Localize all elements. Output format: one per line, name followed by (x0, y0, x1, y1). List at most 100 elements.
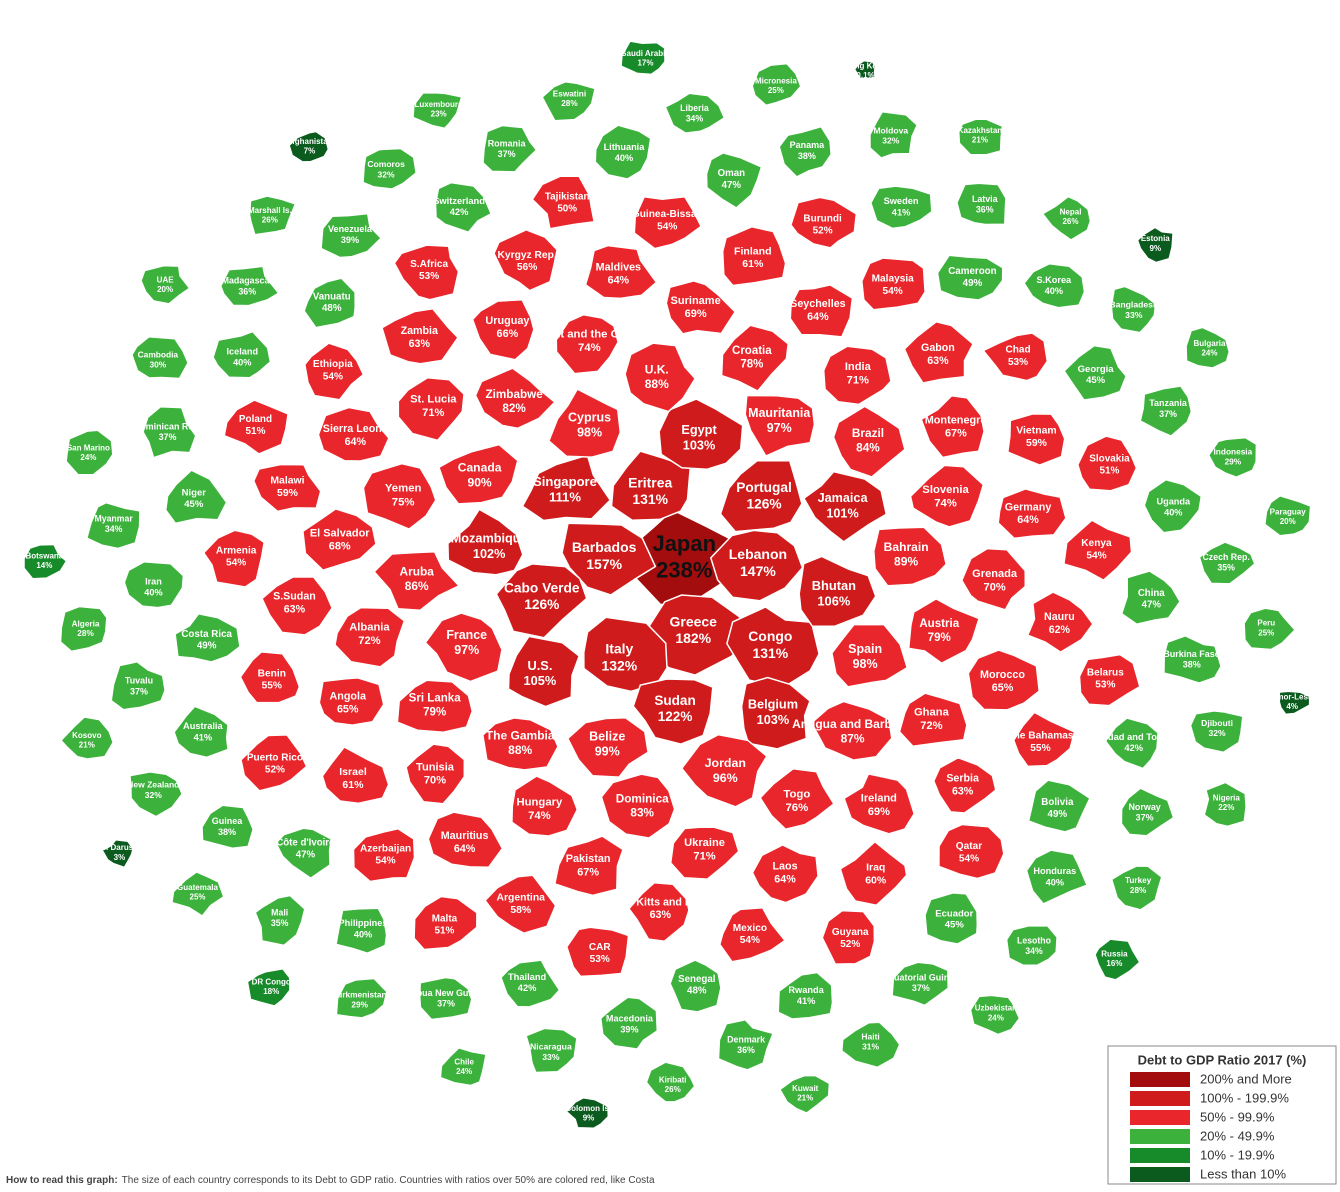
country-name: UAE (157, 275, 175, 284)
country-value: 59% (277, 488, 298, 499)
country-value: 61% (342, 779, 364, 791)
country-value: 28% (77, 629, 94, 638)
country-name: Burundi (803, 214, 842, 225)
country-value: 54% (323, 371, 343, 382)
country-name: Azerbaijan (360, 843, 411, 854)
country-name: Qatar (956, 841, 983, 852)
country-name: Grenada (972, 568, 1018, 580)
country-name: Switzerland (433, 196, 485, 206)
country-value: 131% (632, 491, 668, 507)
country-value: 65% (992, 682, 1014, 694)
country-shape (531, 175, 596, 230)
country-name: Antigua and Barbuda (792, 717, 913, 731)
country: Hungary 74% (511, 775, 579, 837)
country-value: 37% (912, 983, 930, 993)
legend-swatch (1130, 1072, 1190, 1087)
country-name: Seychelles (790, 298, 846, 310)
country-name: Saudi Arabia (621, 49, 670, 58)
footer-text: The size of each country corresponds to … (122, 1175, 655, 1186)
country-shape (1012, 711, 1076, 768)
country-value: 14% (36, 561, 52, 570)
country-name: Singapore (533, 474, 597, 489)
country-value: 74% (578, 342, 601, 354)
country-name: Micronesia (755, 76, 797, 85)
country-shape (219, 265, 280, 307)
country-value: 63% (650, 909, 672, 921)
country-shape (600, 773, 676, 839)
country-shape (967, 649, 1040, 711)
country-shape (843, 773, 916, 835)
country-value: 40% (233, 357, 251, 367)
country-shape (645, 1061, 696, 1103)
country-shape (471, 298, 535, 361)
country-name: Macedonia (606, 1014, 654, 1024)
legend: Debt to GDP Ratio 2017 (%) 200% and More… (1107, 1045, 1337, 1185)
country-name: U.K. (645, 363, 669, 377)
country-shape (1110, 865, 1163, 911)
country-shape (362, 462, 437, 530)
country-shape (719, 459, 803, 533)
country-value: 39% (341, 235, 359, 245)
country-value: 28% (561, 99, 578, 108)
country-shape (584, 244, 658, 300)
country-value: 37% (1136, 813, 1154, 823)
country-name: Italy (605, 640, 633, 656)
country-shape (174, 612, 241, 663)
legend-label: Less than 10% (1200, 1166, 1286, 1181)
country-name: Turkmenistan (333, 990, 387, 1000)
country-shape (997, 488, 1067, 540)
country-name: Sweden (884, 196, 919, 206)
country-value: 157% (586, 556, 622, 572)
country-name: S.Korea (1036, 275, 1072, 285)
country-value: 63% (927, 355, 949, 367)
country-value: 59% (1026, 438, 1047, 449)
country-shape (521, 454, 612, 522)
country-name: Poland (239, 414, 272, 425)
country-value: 53% (1008, 357, 1028, 368)
country-value: 49% (963, 278, 983, 289)
country-shape (164, 469, 228, 525)
country-value: 64% (454, 843, 476, 855)
country-shape (397, 376, 465, 442)
country-value: 34% (686, 113, 704, 123)
country-name: Cabo Verde (504, 580, 580, 595)
country-name: Barbados (572, 539, 637, 555)
country-value: 24% (456, 1067, 472, 1076)
country-value: 40% (615, 153, 633, 163)
country-name: Montenegro (925, 415, 988, 427)
country-name: Venezuela (328, 224, 373, 234)
country-name: Slovakia (1089, 453, 1130, 464)
country-value: 24% (988, 1013, 1004, 1022)
country-value: 75% (392, 496, 415, 508)
country-shape (938, 823, 1005, 880)
